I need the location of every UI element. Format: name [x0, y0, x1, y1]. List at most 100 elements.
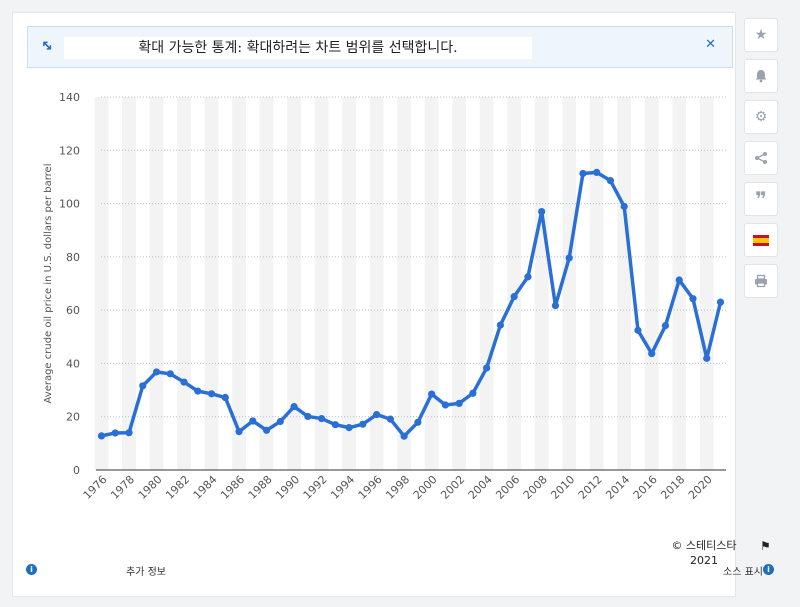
gear-icon: ⚙	[754, 109, 768, 125]
background-band	[562, 97, 577, 470]
favorite-button[interactable]: ★	[744, 18, 778, 52]
data-point	[207, 390, 216, 398]
data-point	[139, 382, 147, 390]
y-tick-label: 80	[66, 251, 80, 264]
print-icon	[755, 274, 767, 288]
share-button[interactable]	[744, 141, 778, 175]
y-tick-label: 140	[59, 91, 80, 104]
data-point	[414, 418, 422, 426]
data-point	[125, 429, 133, 437]
y-tick-label: 40	[66, 357, 80, 370]
data-point	[221, 393, 229, 402]
y-tick-label: 100	[59, 198, 80, 211]
x-tick-label: 2008	[521, 473, 550, 502]
data-point	[634, 326, 642, 334]
info-icon[interactable]: i	[26, 564, 37, 575]
data-point	[317, 414, 326, 423]
background-band	[424, 97, 439, 470]
x-tick-label: 2016	[631, 473, 660, 502]
data-point	[455, 399, 463, 407]
language-button[interactable]	[744, 223, 778, 257]
y-tick-label: 20	[66, 411, 80, 424]
x-tick-label: 2006	[493, 473, 522, 502]
background-band	[589, 97, 604, 470]
source-link[interactable]: 소스 표시	[723, 567, 763, 578]
print-button[interactable]	[744, 264, 778, 298]
zoom-banner: ↔ 확대 가능한 통계: 확대하려는 차트 범위를 선택합니다. ✕	[27, 26, 733, 68]
x-tick-label: 1978	[108, 473, 137, 502]
background-band	[314, 97, 329, 470]
data-point	[276, 417, 284, 426]
y-axis-label: Average crude oil price in U.S. dollars …	[43, 164, 54, 404]
data-point	[249, 417, 257, 425]
x-tick-label: 1992	[301, 473, 330, 502]
sidebar-toolbar: ★ ⚙ ❞	[744, 18, 780, 305]
background-band	[699, 97, 714, 470]
data-point	[510, 292, 518, 301]
close-icon[interactable]: ✕	[705, 37, 716, 52]
x-tick-label: 1990	[273, 473, 302, 502]
background-band	[232, 97, 246, 470]
background-band	[177, 97, 191, 470]
flag-icon[interactable]: ⚑	[760, 539, 771, 553]
data-point	[345, 424, 353, 432]
background-band	[204, 97, 219, 470]
data-point	[606, 177, 615, 185]
data-point	[469, 389, 477, 397]
cite-button[interactable]: ❞	[744, 182, 778, 216]
statista-credit[interactable]: © 스테티스타 2021	[668, 538, 740, 568]
data-point	[428, 390, 436, 398]
notification-button[interactable]	[744, 59, 778, 93]
x-tick-label: 1996	[356, 473, 385, 502]
share-icon	[755, 152, 767, 164]
x-tick-label: 2012	[576, 473, 605, 502]
x-tick-label: 1998	[383, 473, 412, 502]
x-tick-label: 1980	[136, 473, 165, 502]
data-point	[386, 415, 394, 423]
spain-flag-icon	[753, 234, 769, 246]
x-tick-label: 1982	[163, 473, 192, 502]
settings-button[interactable]: ⚙	[744, 100, 778, 134]
y-tick-label: 60	[66, 304, 80, 317]
data-point	[152, 368, 161, 376]
x-tick-label: 1986	[218, 473, 247, 502]
data-point	[97, 432, 106, 440]
data-point	[331, 421, 339, 429]
background-band	[287, 97, 301, 470]
data-point	[304, 412, 312, 421]
data-point	[593, 168, 601, 176]
x-tick-label: 1976	[81, 473, 110, 502]
credit-line2: 2021	[690, 554, 718, 567]
data-point	[235, 428, 243, 436]
x-tick-label: 2004	[466, 473, 495, 502]
x-tick-label: 2014	[603, 473, 632, 502]
data-point	[689, 295, 697, 303]
credit-line1: © 스테티스타	[671, 539, 737, 552]
x-tick-label: 1984	[191, 473, 220, 502]
background-band	[149, 97, 164, 470]
quote-icon: ❞	[755, 187, 767, 211]
x-tick-label: 1994	[328, 473, 357, 502]
data-point	[551, 302, 560, 310]
background-band	[617, 97, 632, 470]
more-info-link[interactable]: 추가 정보	[126, 567, 166, 578]
source-info-icon[interactable]: i	[763, 564, 774, 575]
data-point	[538, 207, 546, 216]
series-line	[99, 170, 723, 438]
data-point	[524, 273, 532, 281]
background-band	[507, 97, 522, 470]
bell-icon	[755, 70, 767, 83]
background-band	[94, 97, 109, 470]
data-point	[620, 202, 628, 211]
data-point	[661, 321, 670, 330]
data-point	[579, 169, 587, 178]
data-point	[441, 401, 449, 409]
star-icon: ★	[754, 27, 768, 43]
x-tick-label: 2018	[658, 473, 687, 502]
data-point	[496, 321, 505, 329]
data-point	[194, 387, 202, 395]
background-band	[369, 97, 384, 470]
data-point	[400, 432, 408, 440]
data-point	[359, 420, 367, 428]
